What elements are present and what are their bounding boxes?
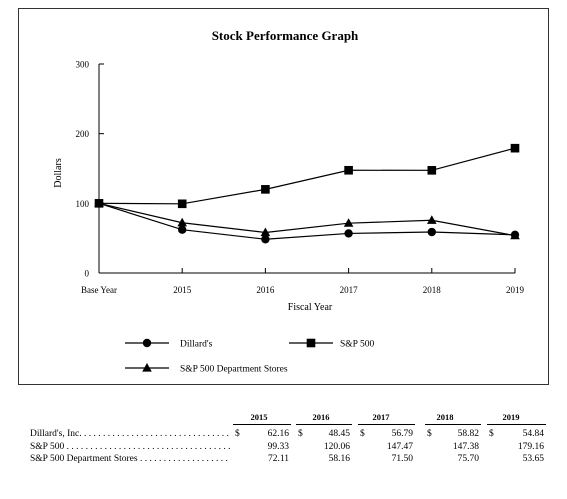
table-year-header: 2019 [502, 412, 520, 422]
table-cell-value: 120.06 [323, 441, 350, 452]
y-axis-label: Dollars [53, 158, 64, 188]
currency-symbol: $ [427, 429, 432, 439]
table-year-header: 2016 [312, 412, 330, 422]
table-cell-value: 54.84 [522, 429, 544, 439]
dot-leader: . . . . . . . . . . . . . . . . . . . . … [139, 454, 230, 465]
table-header-rule [358, 424, 415, 425]
legend-label: S&P 500 [340, 340, 374, 350]
x-tick-label: 2018 [423, 285, 442, 295]
currency-symbol: $ [235, 429, 240, 439]
y-tick-label: 100 [76, 199, 90, 209]
data-point-square [261, 185, 270, 194]
table-cell-value: 53.65 [522, 454, 544, 465]
table-cell-value: 99.33 [267, 441, 289, 452]
data-point-circle [344, 229, 353, 238]
y-tick-label: 200 [76, 129, 90, 139]
table-header-rule [296, 424, 352, 425]
legend-label: S&P 500 Department Stores [180, 365, 288, 375]
data-point-triangle [510, 230, 520, 240]
table-cell-value: 58.16 [328, 454, 350, 465]
y-tick-label: 0 [85, 269, 90, 279]
table-cell-value: 147.38 [452, 441, 479, 452]
legend-label: Dillard's [180, 340, 213, 350]
stock-performance-chart: Stock Performance Graph Dollars Fiscal Y… [53, 28, 525, 375]
data-point-square [344, 165, 353, 175]
table-cell-value: 62.16 [267, 429, 289, 439]
legend-marker-triangle [142, 363, 152, 372]
data-point-triangle [177, 217, 187, 227]
x-axis-label: Fiscal Year [288, 302, 333, 313]
legend-marker-square [306, 338, 316, 348]
table-row-name: S&P 500 [30, 441, 65, 452]
x-tick-label: 2019 [506, 285, 525, 295]
table-header-rule [487, 424, 546, 425]
data-point-circle [427, 227, 436, 237]
table-header-rule [233, 424, 291, 425]
data-point-triangle [260, 227, 271, 237]
x-tick-label: Base Year [81, 285, 117, 295]
table-cell-value: 72.11 [267, 454, 289, 465]
table-row-label: S&P 500 Department Stores . . . . . . . … [30, 454, 230, 464]
data-point-square [177, 199, 187, 209]
chart-title: Stock Performance Graph [212, 28, 359, 43]
data-point-square [427, 166, 437, 175]
dot-leader: . . . . . . . . . . . . . . . . . . . . … [66, 441, 230, 452]
table-cell-value: 48.45 [328, 429, 350, 439]
table-cell-value: 56.79 [391, 429, 413, 439]
table-header-rule [425, 424, 481, 425]
table-cell-value: 58.82 [457, 429, 479, 439]
table-row-label: S&P 500 . . . . . . . . . . . . . . . . … [30, 442, 230, 452]
series-line-triangle [98, 202, 516, 237]
table-cell-value: 179.16 [517, 441, 544, 452]
table-row-name: S&P 500 Department Stores [30, 454, 138, 465]
x-tick-label: 2016 [256, 285, 275, 295]
currency-symbol: $ [298, 429, 303, 439]
data-point-triangle [94, 198, 104, 207]
currency-symbol: $ [360, 429, 365, 439]
data-point-circle [261, 235, 270, 244]
x-tick-label: 2017 [340, 285, 359, 295]
dot-leader: . . . . . . . . . . . . . . . . . . . . … [83, 429, 230, 439]
currency-symbol: $ [489, 429, 494, 439]
chart-frame: Stock Performance Graph Dollars Fiscal Y… [18, 8, 549, 385]
series-line-circle [98, 202, 516, 240]
data-point-circle [178, 225, 187, 234]
table-cell-value: 75.70 [457, 454, 479, 465]
legend-marker-circle [142, 338, 152, 348]
table-year-header: 2018 [436, 412, 454, 422]
table-year-header: 2017 [372, 412, 390, 422]
table-cell-value: 147.47 [386, 441, 413, 452]
data-point-triangle [343, 218, 354, 227]
series-line-square [98, 147, 516, 205]
table-row-name: Dillard's, Inc. [30, 429, 82, 439]
table-cell-value: 71.50 [391, 454, 413, 465]
table-row-label: Dillard's, Inc. . . . . . . . . . . . . … [30, 429, 230, 439]
y-tick-label: 300 [76, 60, 90, 70]
data-point-triangle [427, 215, 437, 224]
data-point-square [510, 143, 520, 153]
x-tick-label: 2015 [173, 285, 192, 295]
table-year-header: 2015 [250, 412, 268, 422]
